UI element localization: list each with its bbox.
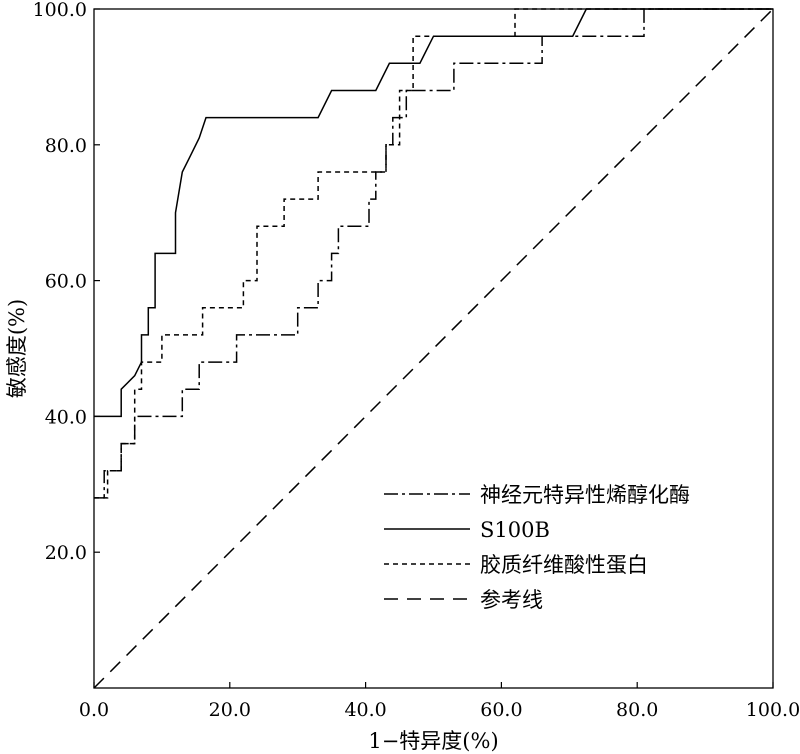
series-line-1 [94, 8, 773, 418]
legend-label-2: 胶质纤维酸性蛋白 [480, 553, 648, 577]
legend-label-0: 神经元特异性烯醇化酶 [480, 483, 690, 507]
x-axis-title: 1−特异度(%) [368, 729, 498, 753]
plot-frame [93, 8, 774, 689]
series-line-0 [94, 8, 773, 499]
series-line-3 [93, 8, 774, 689]
y-tick-label: 40.0 [45, 406, 87, 428]
x-tick-label: 60.0 [480, 699, 522, 721]
x-tick-label: 20.0 [209, 699, 251, 721]
y-tick-label: 20.0 [45, 542, 87, 564]
series-lines [93, 8, 774, 689]
series-line-2 [94, 8, 773, 499]
y-axis-title: 敏感度(%) [5, 299, 29, 398]
legend-label-1: S100B [480, 518, 550, 542]
y-tick-label: 60.0 [45, 271, 87, 293]
y-tick-label: 80.0 [45, 135, 87, 157]
x-tick-label: 80.0 [616, 699, 658, 721]
legend-label-3: 参考线 [480, 588, 543, 612]
x-tick-label: 100.0 [746, 699, 800, 721]
axes: 0.0 20.0 40.0 60.0 80.0 100.0 20.0 40.0 60.0 80.0… [5, 0, 800, 753]
y-tick-label: 100.0 [33, 0, 87, 21]
x-tick-label: 0.0 [79, 699, 109, 721]
x-tick-label: 40.0 [344, 699, 386, 721]
